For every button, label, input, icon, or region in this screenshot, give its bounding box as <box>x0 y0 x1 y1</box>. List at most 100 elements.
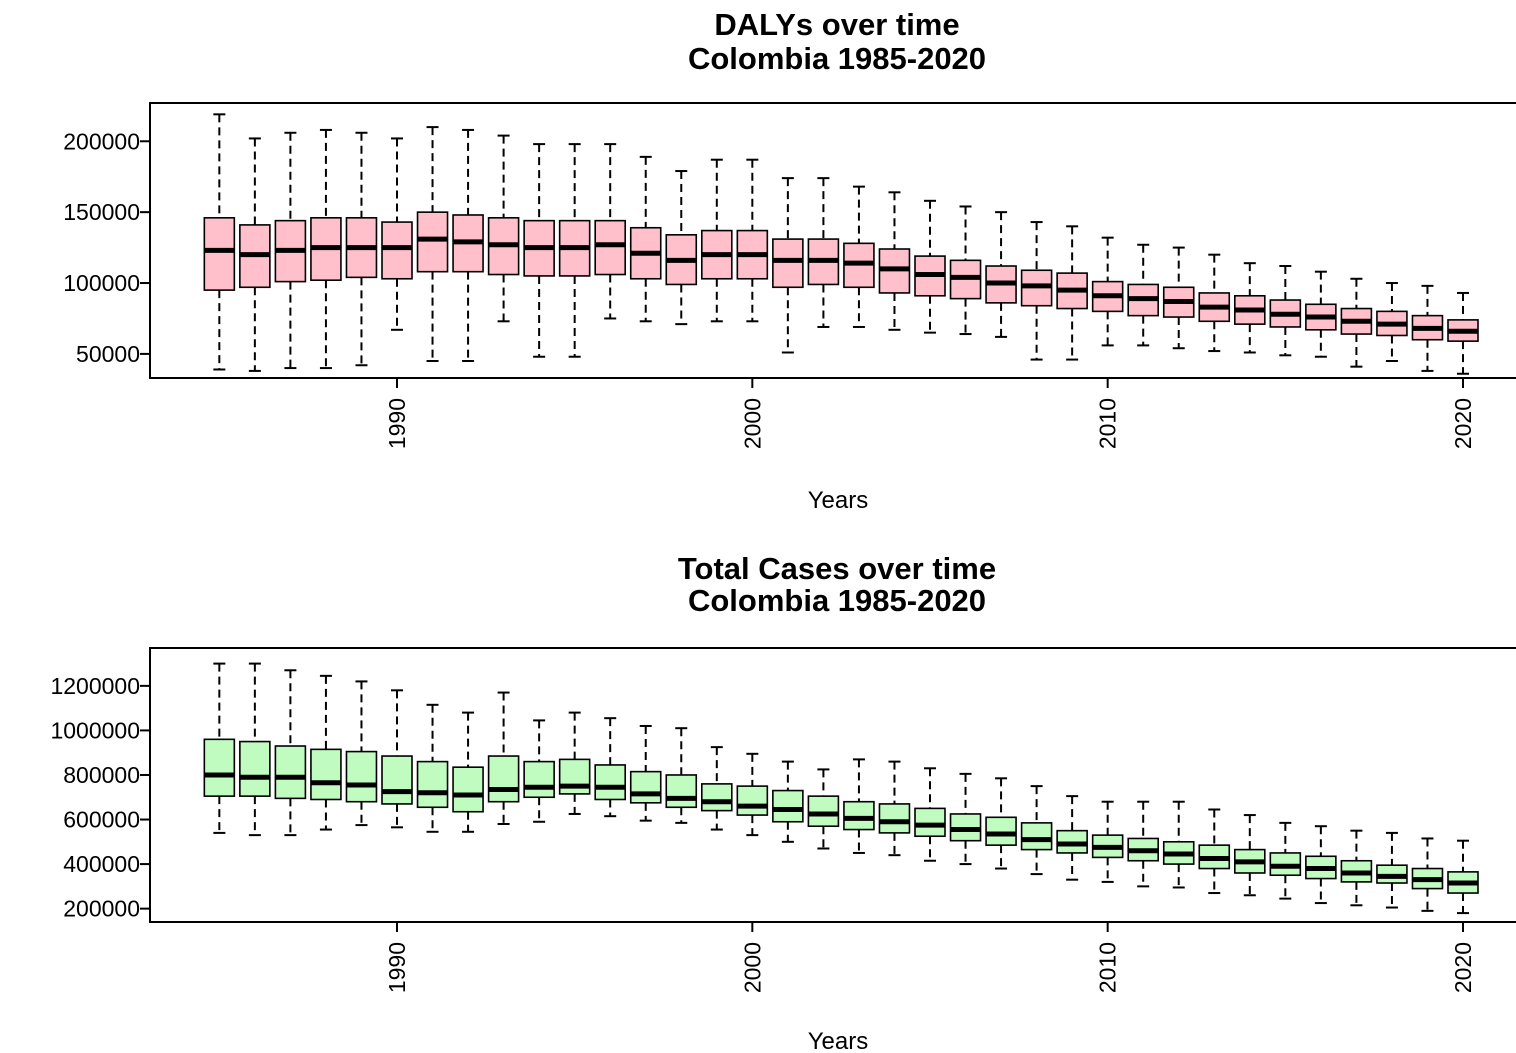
cases-x-axis-label: Years <box>808 1028 869 1053</box>
cases-box-1989 <box>346 681 376 825</box>
dalys-iqr-box <box>382 222 412 279</box>
dalys-x-tick-label: 1990 <box>384 398 410 449</box>
dalys-y-tick-label: 200000 <box>63 128 140 154</box>
cases-box-1995 <box>560 713 590 814</box>
dalys-box-1991 <box>418 127 448 361</box>
cases-box-2016 <box>1306 826 1336 903</box>
cases-iqr-box <box>1022 823 1052 850</box>
cases-box-2018 <box>1377 833 1407 908</box>
dalys-y-tick-label: 100000 <box>63 270 140 296</box>
cases-box-1990 <box>382 690 412 827</box>
cases-iqr-box <box>382 756 412 804</box>
cases-y-tick-label: 200000 <box>63 896 140 922</box>
cases-box-2007 <box>986 778 1016 868</box>
dalys-box-2004 <box>879 192 909 330</box>
dalys-x-axis: 1990 2000 2010 2020 <box>384 378 1476 449</box>
dalys-box-1985 <box>204 114 234 369</box>
cases-box-2019 <box>1412 838 1442 910</box>
cases-iqr-box <box>489 756 519 802</box>
cases-box-2014 <box>1235 815 1265 895</box>
cases-box-2005 <box>915 768 945 860</box>
cases-box-2008 <box>1022 786 1052 874</box>
dalys-box-2001 <box>773 178 803 352</box>
cases-iqr-box <box>240 742 270 797</box>
dalys-iqr-box <box>204 218 234 290</box>
cases-boxes <box>204 664 1478 913</box>
cases-y-axis: 200000 400000 600000 800000 1000000 1200000 <box>50 673 150 922</box>
cases-x-tick-label: 1990 <box>384 942 410 993</box>
dalys-box-2003 <box>844 187 874 327</box>
cases-iqr-box <box>844 802 874 830</box>
dalys-box-1997 <box>631 157 661 321</box>
cases-box-2017 <box>1341 831 1371 906</box>
cases-chart-title: Total Cases over time <box>678 551 996 586</box>
dalys-box-1993 <box>489 136 519 322</box>
cases-box-1986 <box>240 664 270 836</box>
cases-iqr-box <box>204 739 234 796</box>
cases-y-tick-label: 400000 <box>63 851 140 877</box>
cases-iqr-box <box>808 796 838 826</box>
cases-iqr-box <box>275 746 305 798</box>
dalys-boxes <box>204 114 1478 373</box>
dalys-x-tick-label: 2020 <box>1450 398 1476 449</box>
dalys-box-2015 <box>1270 266 1300 355</box>
cases-box-2004 <box>879 762 909 856</box>
cases-box-2002 <box>808 769 838 848</box>
cases-iqr-box <box>986 817 1016 845</box>
cases-box-1998 <box>666 728 696 823</box>
cases-x-tick-label: 2010 <box>1095 942 1121 993</box>
dalys-x-tick-label: 2000 <box>739 398 765 449</box>
dalys-y-axis: 50000100000150000200000 <box>63 128 150 367</box>
cases-box-2006 <box>951 774 981 864</box>
cases-iqr-box <box>418 762 448 808</box>
cases-box-2015 <box>1270 823 1300 899</box>
cases-chart-subtitle: Colombia 1985-2020 <box>688 583 986 618</box>
cases-box-2013 <box>1199 810 1229 894</box>
cases-box-1999 <box>702 747 732 829</box>
cases-box-2011 <box>1128 802 1158 887</box>
dalys-box-2011 <box>1128 245 1158 346</box>
dalys-box-1996 <box>595 144 625 318</box>
dalys-box-2010 <box>1093 238 1123 346</box>
cases-iqr-box <box>595 765 625 800</box>
cases-iqr-box <box>631 772 661 803</box>
cases-iqr-box <box>702 784 732 811</box>
cases-x-tick-label: 2000 <box>739 942 765 993</box>
cases-box-1992 <box>453 713 483 832</box>
cases-box-2003 <box>844 759 874 853</box>
cases-y-tick-label: 600000 <box>63 807 140 833</box>
dalys-box-1992 <box>453 130 483 361</box>
cases-box-1985 <box>204 664 234 833</box>
cases-box-1993 <box>489 693 519 824</box>
dalys-panel: DALYs over time Colombia 1985-2020 50000… <box>63 7 1516 514</box>
dalys-box-2008 <box>1022 222 1052 360</box>
cases-iqr-box <box>311 749 341 799</box>
dalys-box-2002 <box>808 178 838 327</box>
cases-box-1988 <box>311 676 341 830</box>
dalys-x-tick-label: 2010 <box>1095 398 1121 449</box>
dalys-y-tick-label: 50000 <box>76 341 140 367</box>
cases-iqr-box <box>666 775 696 807</box>
cases-iqr-box <box>773 791 803 822</box>
dalys-box-2005 <box>915 201 945 333</box>
cases-box-1996 <box>595 718 625 816</box>
dalys-box-2012 <box>1164 248 1194 349</box>
cases-y-tick-label: 1000000 <box>50 717 140 743</box>
cases-iqr-box <box>346 752 376 802</box>
cases-box-1987 <box>275 670 305 835</box>
total-cases-panel: Total Cases over time Colombia 1985-2020… <box>50 551 1516 1053</box>
cases-y-tick-label: 800000 <box>63 762 140 788</box>
dalys-box-2019 <box>1412 286 1442 371</box>
dalys-box-2007 <box>986 212 1016 337</box>
dalys-chart-subtitle: Colombia 1985-2020 <box>688 41 986 76</box>
cases-iqr-box <box>915 808 945 836</box>
dalys-box-1986 <box>240 138 270 370</box>
dalys-box-1987 <box>275 133 305 368</box>
cases-box-1991 <box>418 705 448 832</box>
cases-box-2012 <box>1164 802 1194 888</box>
dalys-box-2014 <box>1235 263 1265 352</box>
dalys-box-2018 <box>1377 283 1407 361</box>
cases-box-2000 <box>737 754 767 835</box>
cases-y-tick-label: 1200000 <box>50 673 140 699</box>
dalys-box-1988 <box>311 130 341 368</box>
